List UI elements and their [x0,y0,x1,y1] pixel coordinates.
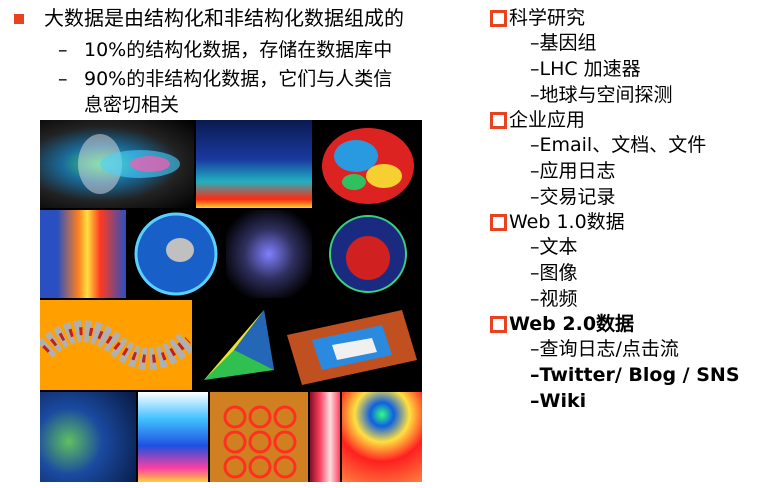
item-email: –Email、文档、文件 [530,134,707,156]
item-app-log: –应用日志 [530,160,616,182]
sub-item-unstructured-cont: 息密切相关 [84,94,180,116]
item-earth-space: –地球与空间探测 [530,84,673,106]
sub-item-structured: 10%的结构化数据，存储在数据库中 [84,39,393,61]
item-lhc: –LHC 加速器 [530,58,641,80]
brain-scan-image [314,120,422,208]
hollow-square-icon [490,9,507,27]
category-web2: Web 2.0数据 [490,312,634,336]
item-twitter: –Twitter/ Blog / SNS [530,364,740,386]
category-enterprise: 企业应用 [490,108,585,132]
bullet-square-icon [14,14,24,24]
particle-network-image [226,210,312,298]
dna-strip-image [310,392,340,482]
planet-core-image [314,210,422,298]
item-text: –文本 [530,236,578,258]
protein-molecule-image [40,300,192,390]
hollow-square-icon [490,213,507,231]
turbine-simulation-image [40,120,194,208]
item-genome: –基因组 [530,32,597,54]
item-image: –图像 [530,262,578,284]
plasma-simulation-image [40,210,126,298]
item-wiki: –Wiki [530,390,587,412]
fluid-simulation-image [196,120,312,208]
terrain-map-image [282,300,422,390]
dash-marker: – [58,39,68,61]
volume-render-image [194,300,280,390]
category-web1: Web 1.0数据 [490,210,625,234]
hollow-square-icon [490,315,507,333]
lattice-structure-image [210,392,308,482]
hollow-square-icon [490,111,507,129]
nanotube-image [40,392,136,482]
shockwave-image [138,392,208,482]
category-science: 科学研究 [490,6,585,30]
sub-item-unstructured: 90%的非结构化数据，它们与人类信 [84,68,393,90]
scientific-image-collage [40,120,422,482]
heat-map-image [342,392,422,482]
item-transactions: –交易记录 [530,186,616,208]
item-video: –视频 [530,288,578,310]
item-query-log: –查询日志/点击流 [530,338,679,360]
globe-ocean-image [128,210,224,298]
dash-marker: – [58,68,68,90]
main-bullet-text: 大数据是由结构化和非结构化数据组成的 [44,6,404,30]
